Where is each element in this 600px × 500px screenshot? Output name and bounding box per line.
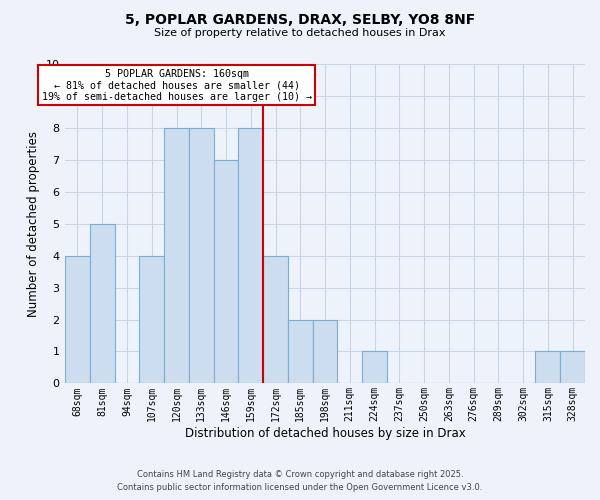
Bar	[535, 352, 560, 384]
Bar	[90, 224, 115, 384]
Bar	[139, 256, 164, 384]
Y-axis label: Number of detached properties: Number of detached properties	[27, 130, 40, 316]
X-axis label: Distribution of detached houses by size in Drax: Distribution of detached houses by size …	[185, 427, 466, 440]
Bar	[263, 256, 288, 384]
Text: Contains HM Land Registry data © Crown copyright and database right 2025.
Contai: Contains HM Land Registry data © Crown c…	[118, 470, 482, 492]
Bar	[238, 128, 263, 384]
Bar	[214, 160, 238, 384]
Bar	[65, 256, 90, 384]
Bar	[313, 320, 337, 384]
Bar	[560, 352, 585, 384]
Bar	[362, 352, 387, 384]
Bar	[189, 128, 214, 384]
Bar	[288, 320, 313, 384]
Bar	[164, 128, 189, 384]
Text: 5 POPLAR GARDENS: 160sqm
← 81% of detached houses are smaller (44)
19% of semi-d: 5 POPLAR GARDENS: 160sqm ← 81% of detach…	[41, 69, 311, 102]
Text: Size of property relative to detached houses in Drax: Size of property relative to detached ho…	[154, 28, 446, 38]
Text: 5, POPLAR GARDENS, DRAX, SELBY, YO8 8NF: 5, POPLAR GARDENS, DRAX, SELBY, YO8 8NF	[125, 12, 475, 26]
